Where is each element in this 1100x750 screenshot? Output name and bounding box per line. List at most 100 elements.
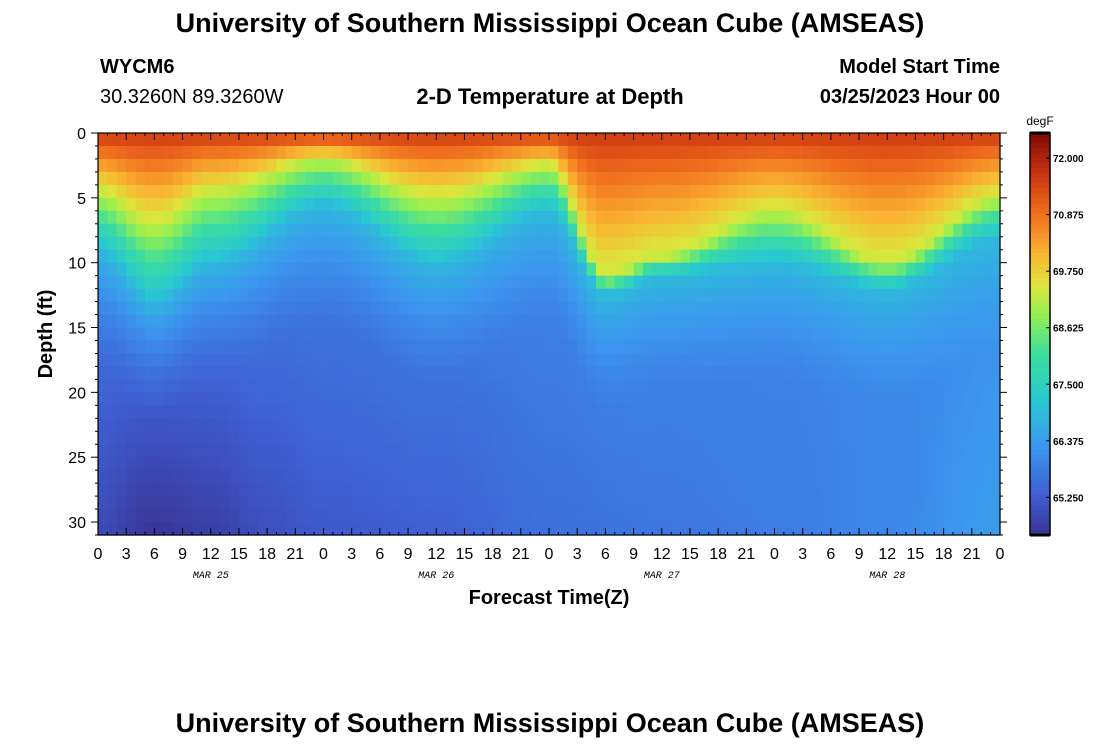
heatmap-cell [238,522,249,536]
heatmap-cell [971,197,982,212]
heatmap-cell [154,379,165,393]
heatmap-cell [906,431,917,445]
heatmap-cell [859,392,870,406]
heatmap-cell [173,340,184,355]
heatmap-cell [276,158,287,173]
heatmap-cell [830,262,841,277]
heatmap-cell [426,249,437,264]
heatmap-cell [558,197,569,212]
heatmap-cell [455,197,466,212]
heatmap-cell [530,145,541,160]
heatmap-cell [135,197,146,212]
heatmap-cell [257,327,268,342]
heatmap-cell [708,457,719,471]
heatmap-cell [511,236,522,251]
heatmap-cell [765,301,776,316]
heatmap-cell [126,288,137,303]
heatmap-cell [614,509,625,523]
heatmap-cell [953,133,964,147]
heatmap-cell [314,145,325,160]
heatmap-cell [144,210,155,225]
heatmap-cell [361,301,372,316]
heatmap-cell [126,314,137,329]
heatmap-cell [859,262,870,277]
heatmap-cell [483,249,494,264]
heatmap-cell [680,366,691,380]
heatmap-cell [285,236,296,251]
heatmap-cell [962,171,973,186]
heatmap-cell [577,262,588,277]
heatmap-cell [314,249,325,264]
heatmap-cell [332,236,343,251]
heatmap-cell [135,301,146,316]
heatmap-cell [473,392,484,406]
heatmap-cell [990,327,1001,342]
heatmap-cell [351,301,362,316]
heatmap-cell [896,288,907,303]
heatmap-cell [887,197,898,212]
heatmap-cell [445,236,456,251]
heatmap-cell [671,184,682,199]
heatmap-cell [671,457,682,471]
heatmap-cell [708,444,719,458]
heatmap-cell [323,405,334,419]
heatmap-cell [887,275,898,290]
heatmap-cell [680,275,691,290]
heatmap-cell [821,405,832,419]
colorbar-swatch [1030,434,1050,441]
heatmap-cell [285,353,296,368]
heatmap-cell [746,509,757,523]
heatmap-cell [267,340,278,355]
heatmap-cell [605,301,616,316]
heatmap-cell [718,496,729,510]
heatmap-cell [915,223,926,238]
heatmap-cell [755,340,766,355]
heatmap-cell [426,288,437,303]
heatmap-cell [511,249,522,264]
heatmap-cell [304,431,315,445]
heatmap-cell [990,210,1001,225]
heatmap-cell [530,301,541,316]
heatmap-cell [567,145,578,160]
heatmap-cell [417,366,428,380]
heatmap-cell [323,262,334,277]
heatmap-cell [154,249,165,264]
heatmap-cell [783,236,794,251]
heatmap-cell [201,509,212,523]
heatmap-cell [276,275,287,290]
heatmap-cell [276,340,287,355]
heatmap-cell [642,133,653,147]
heatmap-cell [868,483,879,497]
heatmap-cell [154,509,165,523]
heatmap-cell [351,418,362,432]
heatmap-cell [793,327,804,342]
colorbar-swatch [1030,504,1050,511]
heatmap-cell [689,184,700,199]
heatmap-cell [398,236,409,251]
heatmap-cell [708,288,719,303]
heatmap-cell [248,470,259,484]
heatmap-cell [98,379,108,393]
heatmap-cell [746,275,757,290]
heatmap-cell [567,392,578,406]
heatmap-cell [398,522,409,536]
heatmap-cell [408,327,419,342]
heatmap-cell [614,314,625,329]
heatmap-cell [445,457,456,471]
x-tick-label: 15 [907,546,925,563]
heatmap-cell [614,366,625,380]
heatmap-cell [314,223,325,238]
heatmap-cell [765,522,776,536]
heatmap-cell [220,392,231,406]
heatmap-cell [859,431,870,445]
colorbar-swatch [1030,489,1050,496]
heatmap-cell [126,522,137,536]
heatmap-cell [511,379,522,393]
heatmap-cell [436,314,447,329]
heatmap-cell [229,327,240,342]
heatmap-cell [877,496,888,510]
heatmap-cell [276,262,287,277]
heatmap-cell [567,314,578,329]
heatmap-cell [652,392,663,406]
heatmap-cell [549,353,559,368]
